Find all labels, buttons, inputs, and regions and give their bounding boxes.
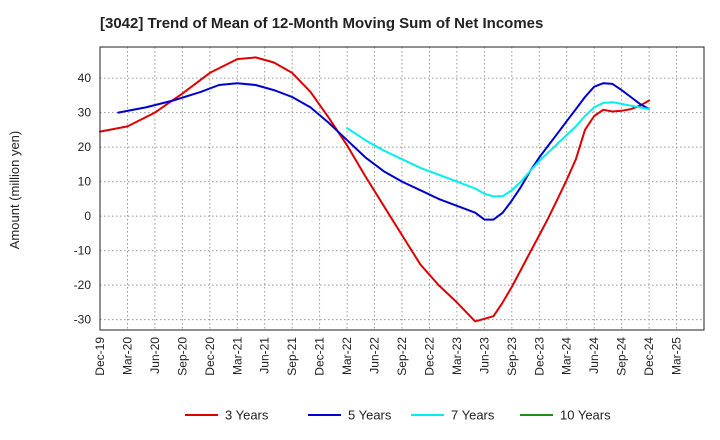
y-tick-label: 0 bbox=[84, 209, 91, 223]
series-line-2 bbox=[346, 101, 651, 198]
y-tick-label: -10 bbox=[74, 244, 92, 258]
x-tick-label: Dec-19 bbox=[93, 337, 107, 376]
x-tick-labels: Dec-19 Mar-20 Jun-20 Sep-20 Dec-20 Mar-21 Jun-… bbox=[93, 337, 684, 376]
x-tick-label: Jun-22 bbox=[368, 337, 382, 374]
y-axis-label: Amount (million yen) bbox=[7, 131, 22, 250]
series-lines bbox=[99, 56, 651, 323]
x-tick-label: Sep-24 bbox=[615, 337, 629, 376]
grid-lines bbox=[100, 47, 704, 330]
x-tick-label: Jun-20 bbox=[148, 337, 162, 374]
y-tick-label: 30 bbox=[78, 106, 92, 120]
x-tick-label: Dec-21 bbox=[313, 337, 327, 376]
x-tick-label: Sep-20 bbox=[175, 337, 189, 376]
legend: 3 Years 5 Years 7 Years 10 Years bbox=[185, 408, 611, 423]
x-tick-label: Mar-21 bbox=[230, 337, 244, 375]
y-tick-label: 10 bbox=[78, 175, 92, 189]
chart-title: [3042] Trend of Mean of 12-Month Moving … bbox=[100, 15, 544, 32]
x-tick-label: Dec-23 bbox=[532, 337, 546, 376]
legend-label: 10 Years bbox=[560, 408, 611, 423]
x-tick-label: Mar-22 bbox=[340, 337, 354, 375]
legend-label: 7 Years bbox=[451, 408, 495, 423]
x-tick-label: Mar-23 bbox=[450, 337, 464, 375]
x-tick-label: Sep-22 bbox=[395, 337, 409, 376]
legend-label: 5 Years bbox=[348, 408, 392, 423]
y-tick-label: 40 bbox=[78, 71, 92, 85]
x-tick-label: Mar-25 bbox=[670, 337, 684, 375]
legend-label: 3 Years bbox=[225, 408, 269, 423]
x-tick-label: Sep-23 bbox=[505, 337, 519, 376]
y-tick-labels: -30 -20 -10 0 10 20 30 40 bbox=[74, 71, 92, 327]
series-line-1 bbox=[117, 82, 651, 221]
x-tick-label: Mar-24 bbox=[560, 337, 574, 375]
x-tick-label: Jun-24 bbox=[587, 337, 601, 374]
y-tick-label: -30 bbox=[74, 313, 92, 327]
x-tick-label: Jun-23 bbox=[477, 337, 491, 374]
y-tick-label: -20 bbox=[74, 278, 92, 292]
x-tick-label: Sep-21 bbox=[285, 337, 299, 376]
x-tick-label: Dec-24 bbox=[642, 337, 656, 376]
x-tick-label: Dec-20 bbox=[203, 337, 217, 376]
x-tick-label: Mar-20 bbox=[120, 337, 134, 375]
plot-border bbox=[99, 46, 705, 331]
x-tick-label: Jun-21 bbox=[258, 337, 272, 374]
y-tick-label: 20 bbox=[78, 140, 92, 154]
series-line-0 bbox=[99, 56, 651, 323]
x-tick-label: Dec-22 bbox=[422, 337, 436, 376]
